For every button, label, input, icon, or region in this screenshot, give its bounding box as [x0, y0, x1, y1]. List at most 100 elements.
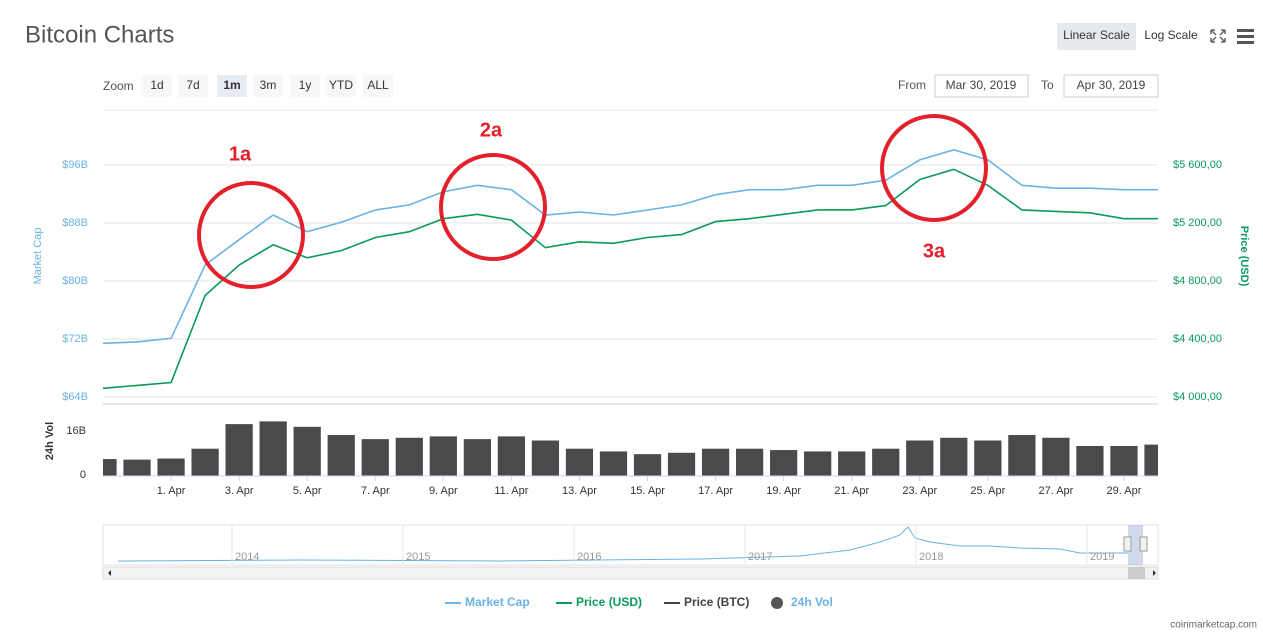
zoom-button-label: 1m — [223, 78, 240, 92]
vol-tick-label: 16B — [66, 425, 86, 437]
volume-bar — [1076, 445, 1104, 476]
legend-label[interactable]: Market Cap — [465, 595, 530, 609]
navigator-label: 2014 — [235, 551, 259, 563]
x-tick-label: 19. Apr — [766, 485, 801, 497]
x-tick-label: 7. Apr — [361, 485, 390, 497]
x-tick-label: 15. Apr — [630, 485, 665, 497]
from-label: From — [898, 78, 926, 92]
volume-bar — [599, 451, 628, 476]
y2-tick-label: $4 000,00 — [1173, 391, 1222, 403]
zoom-button-label: 1y — [299, 78, 312, 92]
zoom-button-label: 7d — [186, 78, 199, 92]
scale-button-label: Linear Scale — [1063, 28, 1130, 42]
legend-label[interactable]: Price (BTC) — [684, 595, 749, 609]
volume-bar — [123, 459, 151, 476]
zoom-button[interactable] — [363, 75, 393, 97]
x-tick-label: 3. Apr — [225, 485, 254, 497]
vol-tick-label: 0 — [80, 469, 86, 481]
legend-label[interactable]: 24h Vol — [791, 595, 833, 609]
zoom-label: Zoom — [103, 79, 134, 93]
zoom-button-label: YTD — [329, 78, 353, 92]
x-tick-label: 11. Apr — [494, 485, 528, 497]
vol-axis-title: 24h Vol — [44, 422, 56, 460]
x-tick-label: 27. Apr — [1038, 485, 1073, 497]
annotation-label: 2a — [480, 119, 503, 141]
credit: coinmarketcap.com — [1170, 620, 1257, 631]
line-series — [102, 148, 1158, 345]
navigator-label: 2017 — [748, 551, 772, 563]
x-tick-label: 9. Apr — [429, 485, 458, 497]
to-label: To — [1041, 78, 1054, 92]
volume-bar — [906, 440, 934, 476]
zoom-button[interactable] — [142, 75, 172, 97]
scrollbar[interactable] — [102, 566, 1159, 580]
volume-bar — [429, 436, 457, 476]
fullscreen-icon[interactable] — [1210, 29, 1226, 43]
y-tick-label: $88B — [62, 217, 88, 229]
volume-bar — [327, 435, 355, 476]
annotation-label: 1a — [229, 143, 252, 165]
zoom-button-label: 1d — [150, 78, 163, 92]
scrollbar-thumb[interactable] — [1128, 567, 1145, 579]
navigator-handle[interactable] — [1139, 536, 1148, 552]
volume-bar — [1042, 437, 1070, 476]
volume-bar — [103, 459, 117, 476]
volume-bar — [770, 450, 798, 476]
to-input[interactable] — [1063, 74, 1159, 98]
zoom-button[interactable] — [178, 75, 208, 97]
volume-bar — [838, 451, 866, 476]
y2-axis-title: Price (USD) — [1238, 226, 1250, 287]
y2-tick-label: $5 200,00 — [1173, 217, 1222, 229]
volume-bar — [395, 437, 423, 476]
volume-bar — [1144, 444, 1158, 476]
navigator-line — [117, 526, 1128, 562]
from-input[interactable] — [934, 74, 1029, 98]
scale-button[interactable] — [1140, 23, 1202, 50]
volume-bar — [804, 451, 832, 476]
x-tick-label: 29. Apr — [1107, 485, 1142, 497]
navigator-handle[interactable] — [1123, 536, 1132, 552]
zoom-button[interactable] — [217, 75, 247, 97]
y-tick-label: $72B — [62, 333, 88, 345]
y2-tick-label: $5 600,00 — [1173, 159, 1222, 171]
page-title: Bitcoin Charts — [25, 21, 174, 48]
volume-bar — [225, 424, 253, 476]
volume-bar — [872, 448, 900, 476]
volume-bar — [157, 458, 185, 476]
legend-label[interactable]: Price (USD) — [576, 595, 642, 609]
zoom-button[interactable] — [253, 75, 283, 97]
volume-bar — [667, 452, 696, 476]
navigator[interactable] — [102, 524, 1159, 566]
x-tick-label: 1. Apr — [157, 485, 186, 497]
x-tick-label: 5. Apr — [293, 485, 322, 497]
line-series — [102, 168, 1158, 390]
legend-symbol — [771, 597, 783, 609]
annotation-circle — [197, 181, 305, 289]
zoom-button[interactable] — [290, 75, 320, 97]
volume-bar — [565, 448, 594, 476]
scale-button[interactable] — [1057, 23, 1136, 50]
volume-bar — [531, 440, 560, 476]
volume-bar — [463, 439, 491, 476]
to-date: Apr 30, 2019 — [1077, 78, 1146, 92]
annotation-circle — [880, 114, 988, 222]
navigator-label: 2019 — [1090, 551, 1114, 563]
x-tick-label: 17. Apr — [698, 485, 733, 497]
volume-bar — [974, 440, 1002, 476]
zoom-button[interactable] — [326, 75, 356, 97]
y2-tick-label: $4 400,00 — [1173, 333, 1222, 345]
y-tick-label: $80B — [62, 275, 88, 287]
menu-icon[interactable] — [1237, 29, 1254, 44]
navigator-label: 2018 — [919, 551, 943, 563]
navigator-mask — [1128, 525, 1143, 565]
scale-button-label: Log Scale — [1144, 28, 1198, 42]
volume-bar — [361, 439, 389, 476]
x-tick-label: 25. Apr — [970, 485, 1005, 497]
from-date: Mar 30, 2019 — [946, 78, 1017, 92]
x-tick-label: 23. Apr — [902, 485, 937, 497]
volume-bar — [191, 448, 219, 476]
volume-bar — [1008, 435, 1036, 476]
navigator-label: 2015 — [406, 551, 430, 563]
